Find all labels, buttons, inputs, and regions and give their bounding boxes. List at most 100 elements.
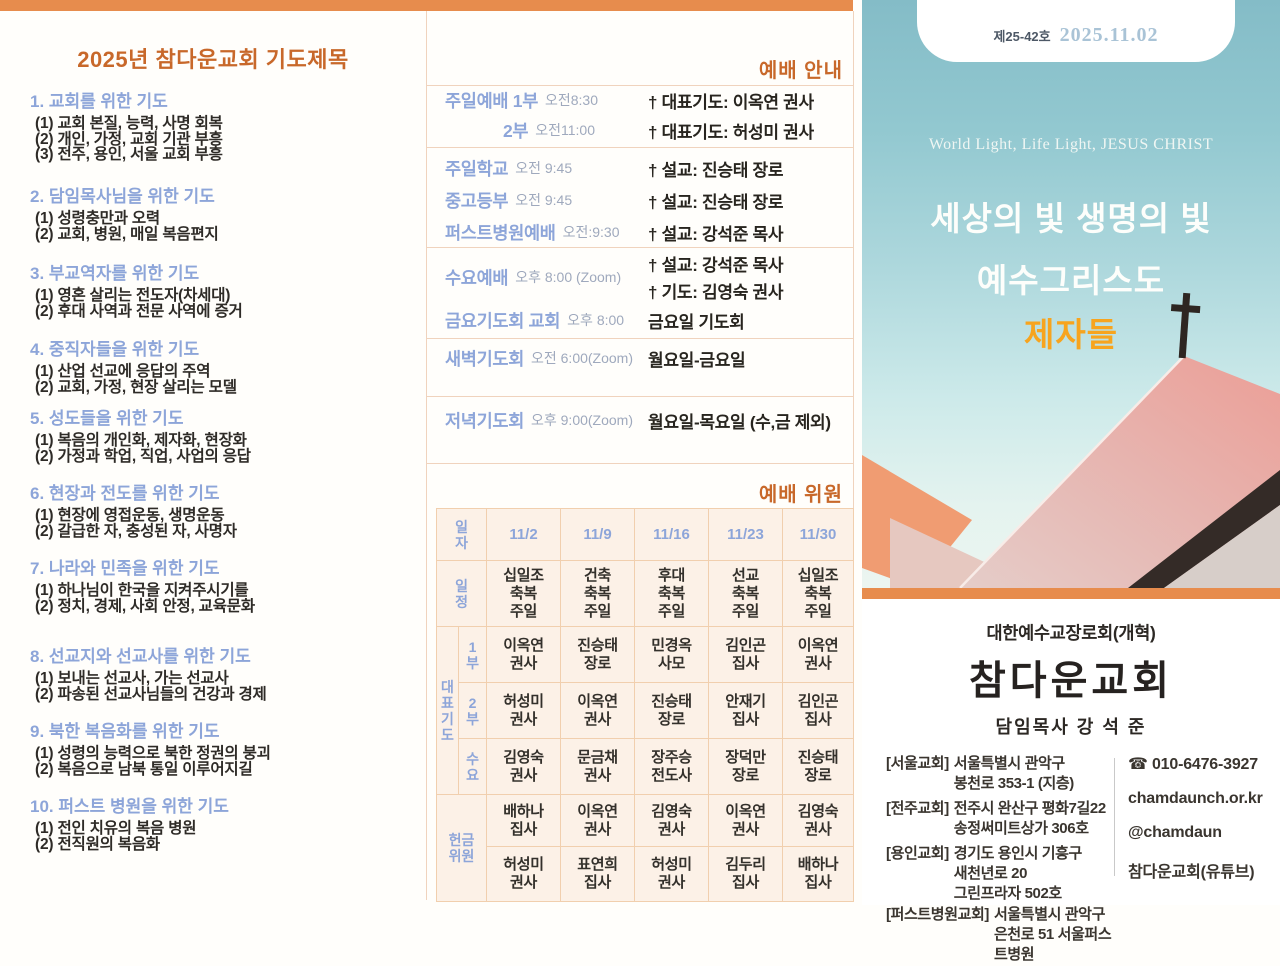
prayer-line: (1) 하나님이 한국을 지켜주시기를 xyxy=(35,582,249,599)
address-tag: [용인교회] xyxy=(886,845,949,862)
phone-line: ☎ 010-6476-3927 xyxy=(1128,754,1263,774)
address-line: 새천년로 20 xyxy=(953,865,1028,882)
schedule-cell: 후대 축복 주일 xyxy=(634,560,710,627)
prayer-heading: 8. 선교지와 선교사를 위한 기도 xyxy=(30,647,251,666)
address-lines: 서울특별시 관악구 은천로 51 서울퍼스트병원 xyxy=(994,905,1114,965)
prayer-line: (2) 복음으로 남북 통일 이루어지길 xyxy=(35,760,253,778)
section-divider xyxy=(427,396,853,397)
member-cell: 이옥연 권사 xyxy=(708,794,784,847)
address-list: [서울교회] 서울특별시 관악구 봉천로 353-1 (지층) [전주교회] 전… xyxy=(886,754,1114,965)
worship-heading: 예배 안내 xyxy=(758,60,843,82)
worship-row: 2부 오전11:00 † 대표기도: 허성미 권사 xyxy=(427,116,853,144)
prayer-panel: 2025년 참다운교회 기도제목 1. 교회를 위한 기도 (1) 교회 본질,… xyxy=(0,0,426,905)
prayer-block: 5. 성도들을 위한 기도 (1) 복음의 개인화, 제자화, 현장화 (2) … xyxy=(30,409,415,464)
address-lines: 서울특별시 관악구 봉천로 353-1 (지층) xyxy=(954,754,1074,794)
worship-row: 주일예배 1부 오전8:30 † 대표기도: 이옥연 권사 xyxy=(427,86,853,114)
member-cell: 김영숙 권사 xyxy=(486,738,562,795)
prayer-line: (2) 전직원의 복음화 xyxy=(35,835,160,853)
address-line: 은천로 51 서울퍼스트병원 xyxy=(994,926,1112,963)
member-cell: 이옥연 권사 xyxy=(560,794,636,847)
worship-time: 오전 9:45 xyxy=(515,192,573,208)
member-cell: 장주승 전도사 xyxy=(634,738,710,795)
member-cell: 민경옥 사모 xyxy=(634,626,710,683)
member-cell: 배하나 집사 xyxy=(486,794,562,847)
section-divider xyxy=(427,147,853,148)
prayer-line: (2) 개인, 가정, 교회 기관 부흥 xyxy=(35,130,223,148)
service-sub-label: 수 요 xyxy=(457,738,488,795)
address-contact-section: [서울교회] 서울특별시 관악구 봉천로 353-1 (지층) [전주교회] 전… xyxy=(886,754,1263,965)
worship-label: 주일학교 xyxy=(445,158,509,179)
member-cell: 김인곤 집사 xyxy=(782,682,855,739)
worship-value: 월요일-금요일 xyxy=(648,350,746,370)
member-cell: 장덕만 장로 xyxy=(708,738,784,795)
worship-value: † 대표기도: 허성미 권사 xyxy=(648,122,814,142)
prayer-heading: 5. 성도들을 위한 기도 xyxy=(30,409,184,428)
offering-label: 헌금 위원 xyxy=(435,794,488,902)
date-header: 11/30 xyxy=(782,508,855,561)
pastor-name: 담임목사 강 석 준 xyxy=(995,717,1147,737)
worship-time: 오전:9:30 xyxy=(562,224,620,240)
section-divider xyxy=(427,338,853,339)
address-line: 서울특별시 관악구 xyxy=(994,906,1105,923)
prayer-block: 4. 중직자들을 위한 기도 (1) 산업 선교에 응답의 주역 (2) 교회,… xyxy=(30,340,415,395)
worship-row: 수요예배 오후 8:00 (Zoom) † 설교: 강석준 목사 † 기도: 김… xyxy=(427,248,853,306)
schedule-cell: 십일조 축복 주일 xyxy=(486,560,562,627)
church-info: 대한예수교장로회(개혁) 참다운교회 담임목사 강 석 준 [서울교회] 서울특… xyxy=(862,599,1280,966)
date-header: 11/9 xyxy=(560,508,636,561)
address-seoul: [서울교회] 서울특별시 관악구 봉천로 353-1 (지층) xyxy=(886,754,1114,794)
prayer-heading: 10. 퍼스트 병원을 위한 기도 xyxy=(30,797,229,816)
contact-list: ☎ 010-6476-3927 chamdaunch.or.kr @chamda… xyxy=(1128,754,1263,898)
address-line: 그린프라자 502호 xyxy=(953,885,1062,902)
prayer-block: 6. 현장과 전도를 위한 기도 (1) 현장에 영접운동, 생명운동 (2) … xyxy=(30,484,415,539)
worship-row: 금요기도회 교회 오후 8:00 금요일 기도회 xyxy=(427,306,853,334)
prayer-line: (2) 후대 사역과 전문 사역에 증거 xyxy=(35,302,243,320)
prayer-line: (1) 영혼 살리는 전도자(차세대) xyxy=(35,287,231,304)
address-tag: [서울교회] xyxy=(886,755,949,772)
panel-divider-left xyxy=(426,11,427,900)
roof-main xyxy=(960,356,1280,588)
address-tag: [퍼스트병원교회] xyxy=(886,906,989,923)
prayer-line: (2) 갈급한 자, 충성된 자, 사명자 xyxy=(35,522,237,540)
prayer-line: (1) 현장에 영접운동, 생명운동 xyxy=(35,507,225,524)
prayer-line: (1) 산업 선교에 응답의 주역 xyxy=(35,363,211,380)
worship-label: 2부 xyxy=(503,120,529,141)
website: chamdaunch.or.kr xyxy=(1128,790,1263,807)
calligraphy-disciples: 제자들 xyxy=(1023,316,1119,353)
member-cell: 문금채 권사 xyxy=(560,738,636,795)
prayer-line: (1) 성령충만과 오력 xyxy=(35,210,160,227)
prayer-heading: 4. 중직자들을 위한 기도 xyxy=(30,340,200,359)
member-cell: 김영숙 권사 xyxy=(634,794,710,847)
worship-time: 오후 9:00(Zoom) xyxy=(531,412,634,428)
member-cell: 허성미 권사 xyxy=(486,846,562,902)
worship-label: 금요기도회 교회 xyxy=(445,310,561,331)
prayer-line: (2) 정치, 경제, 사회 안정, 교육문화 xyxy=(35,597,255,615)
table-row: 허성미 권사 표연희 집사 허성미 권사 김두리 집사 배하나 집사 xyxy=(437,846,855,902)
address-line: 봉천로 353-1 (지층) xyxy=(953,775,1074,792)
prayer-block: 10. 퍼스트 병원을 위한 기도 (1) 전인 치유의 복음 병원 (2) 전… xyxy=(30,797,415,852)
worship-value: † 기도: 김영숙 권사 xyxy=(648,283,784,302)
address-line: 송정써미트상가 306호 xyxy=(953,820,1089,837)
top-accent-bar xyxy=(0,0,853,11)
calligraphy-line: 예수그리스도 xyxy=(976,262,1166,299)
member-cell: 이옥연 권사 xyxy=(560,682,636,739)
member-cell: 허성미 권사 xyxy=(486,682,562,739)
prayer-line: (1) 전인 치유의 복음 병원 xyxy=(35,820,197,837)
worship-label: 중고등부 xyxy=(445,190,509,211)
church-roof-art xyxy=(862,292,1280,588)
cover-photo: 제25-42호 2025.11.02 World Light, Life Lig… xyxy=(862,0,1280,588)
committee-table: 일 자 11/2 11/9 11/16 11/23 11/30 일 정 십일조 … xyxy=(435,508,855,902)
address-jeonju: [전주교회] 전주시 완산구 평화7길22 송정써미트상가 306호 xyxy=(886,799,1114,839)
issue-date: 2025.11.02 xyxy=(1059,23,1159,46)
member-cell: 이옥연 권사 xyxy=(486,626,562,683)
committee-heading: 예배 위원 xyxy=(758,484,843,506)
prayer-block: 9. 북한 복음화를 위한 기도 (1) 성령의 능력으로 북한 정권의 붕괴 … xyxy=(30,722,415,777)
worship-value: 금요일 기도회 xyxy=(648,312,745,332)
date-header: 11/23 xyxy=(708,508,784,561)
date-header: 11/16 xyxy=(634,508,710,561)
address-lines: 경기도 용인시 기흥구 새천년로 20 그린프라자 502호 xyxy=(953,844,1083,904)
worship-value: † 설교: 강석준 목사 xyxy=(648,256,784,275)
prayer-heading: 6. 현장과 전도를 위한 기도 xyxy=(30,484,220,503)
worship-row: 중고등부 오전 9:45 † 설교: 진승태 장로 xyxy=(427,186,853,214)
table-row: 수 요 김영숙 권사 문금채 권사 장주승 전도사 장덕만 장로 진승태 장로 xyxy=(437,738,855,795)
service-sub-label: 2 부 xyxy=(457,682,488,739)
